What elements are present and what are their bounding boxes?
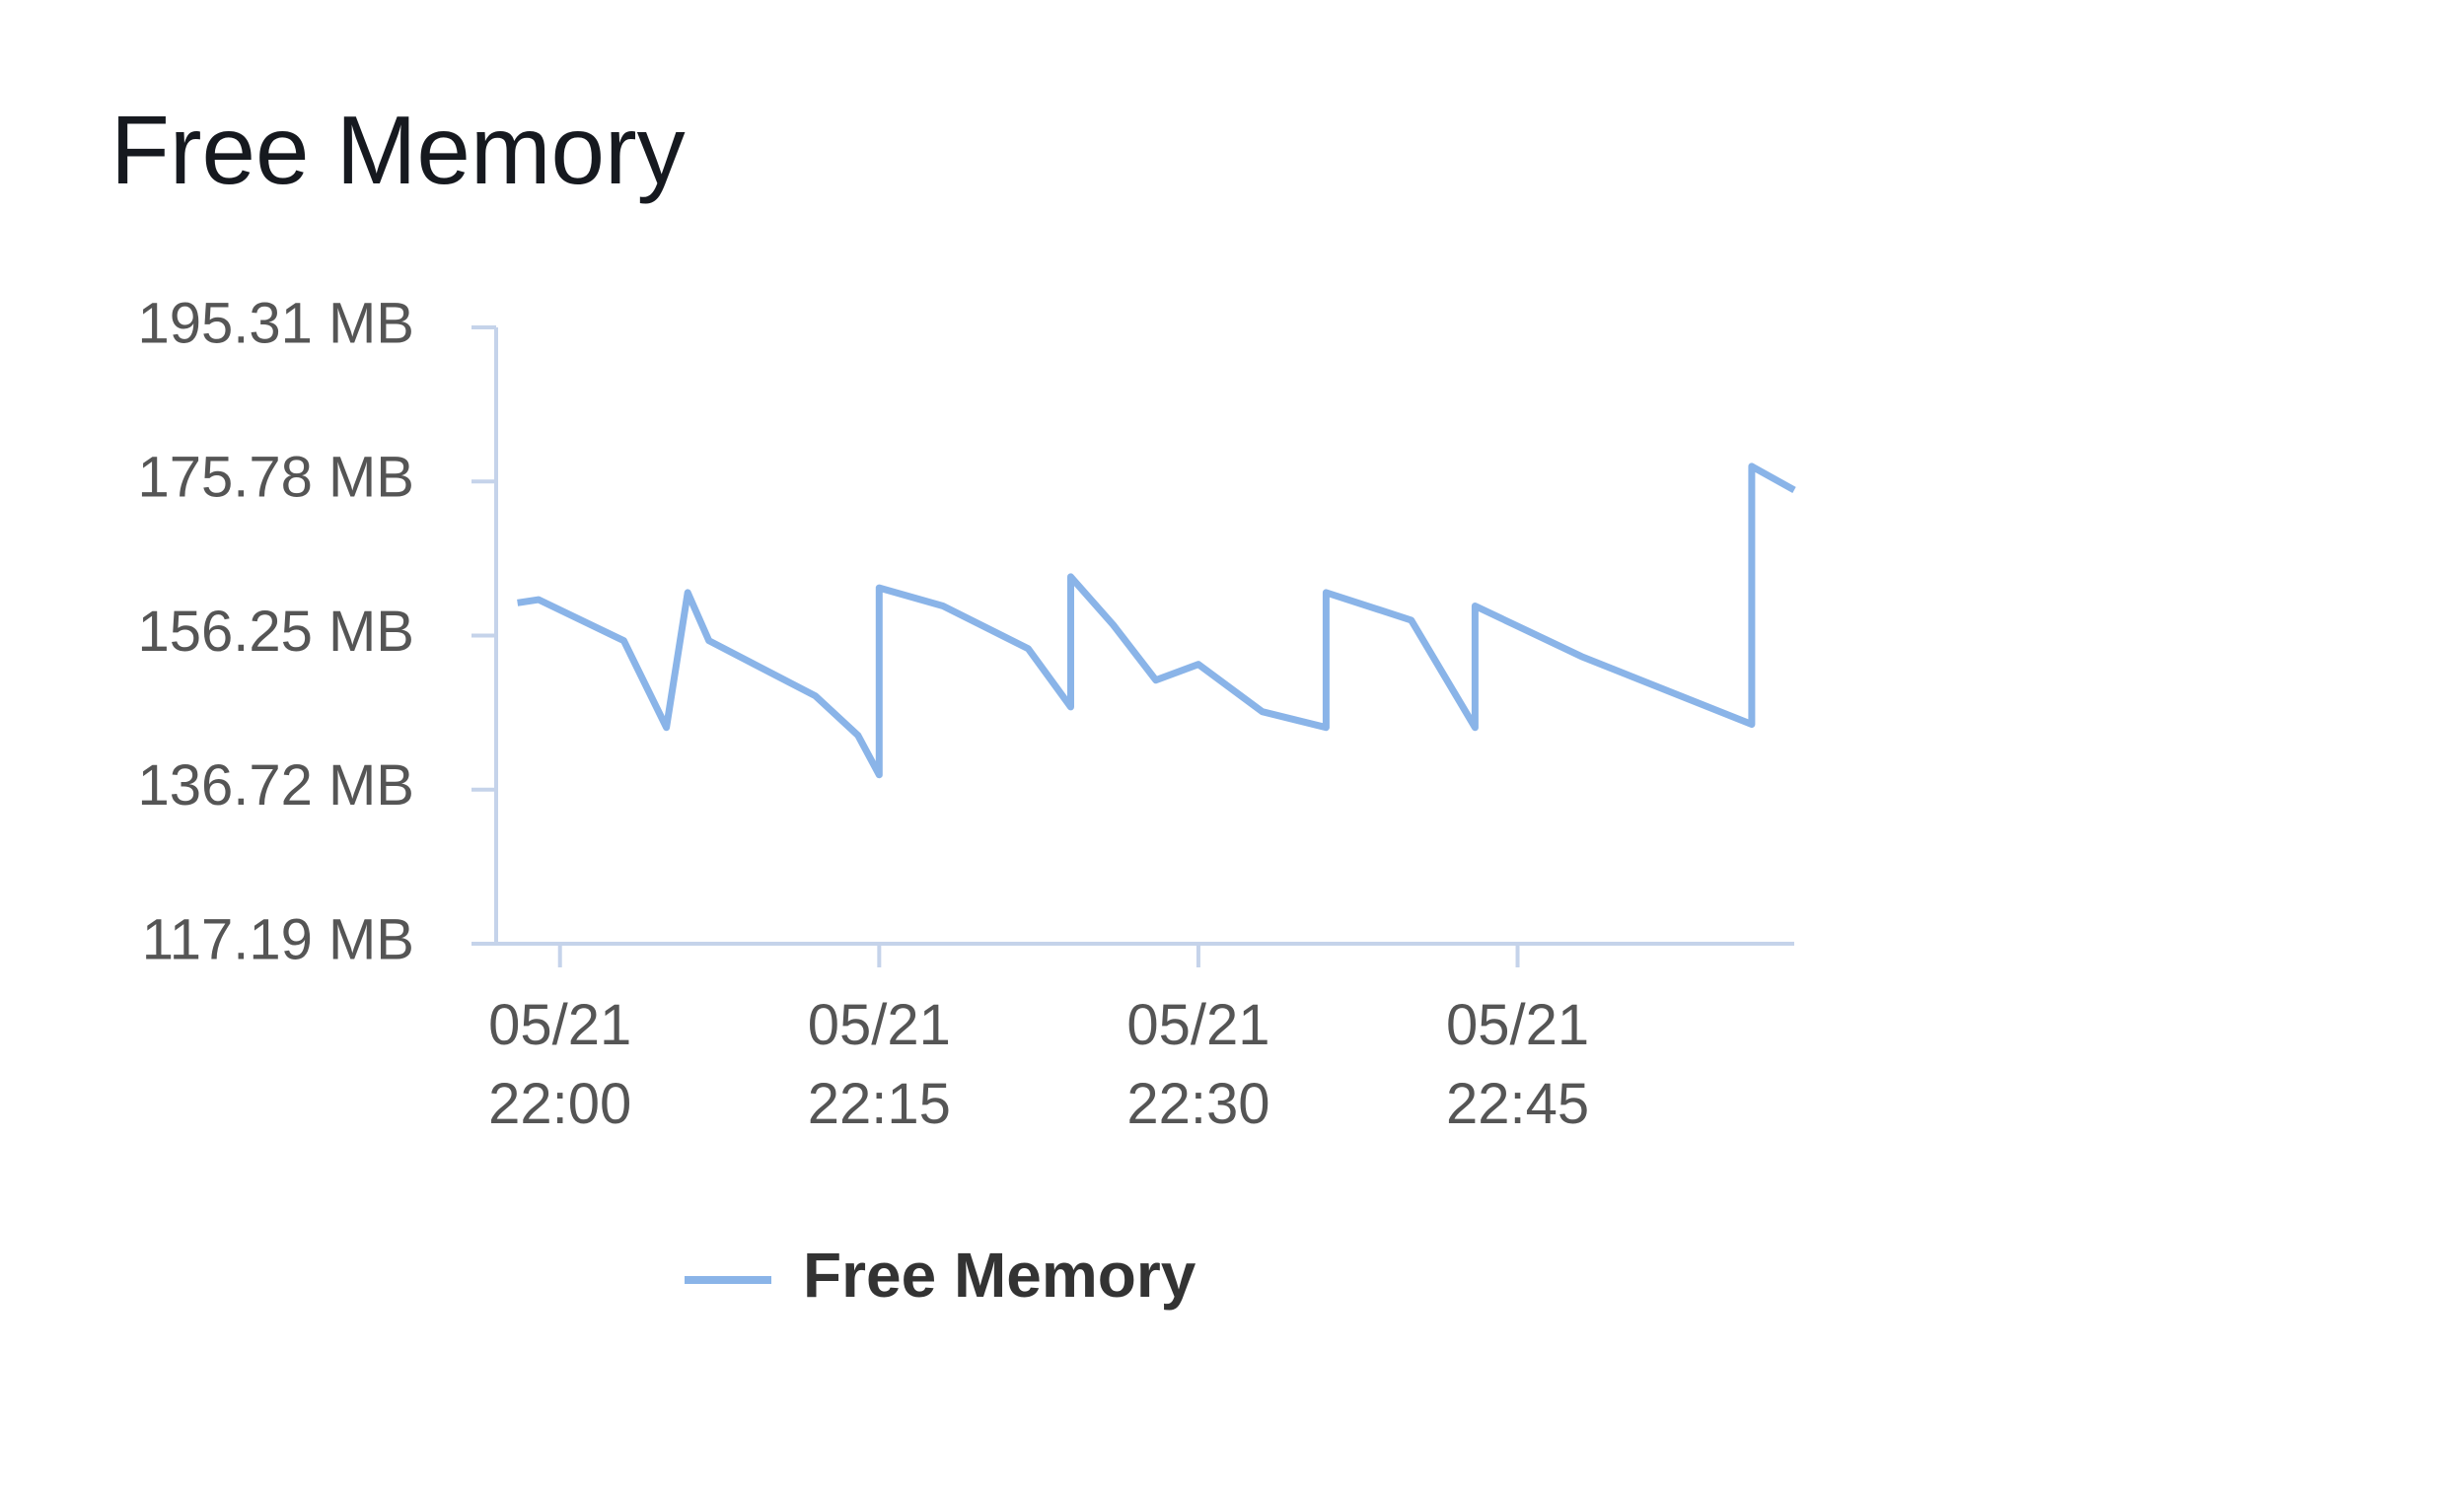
x-tick-label: 05/21 22:15 (807, 993, 951, 1136)
data-line (517, 462, 1796, 779)
y-tick-label: 136.72 MB (137, 753, 414, 818)
y-tick-label: 156.25 MB (137, 600, 414, 664)
y-tick-label: 195.31 MB (137, 291, 414, 355)
legend-label: Free Memory (803, 1240, 1196, 1311)
y-tick-label: 175.78 MB (137, 446, 414, 510)
x-tick-label: 05/21 22:45 (1445, 993, 1590, 1136)
chart-title: Free Memory (110, 96, 686, 204)
x-tick-label: 05/21 22:30 (1126, 993, 1270, 1136)
x-tick-label: 05/21 22:00 (488, 993, 632, 1136)
y-tick-label: 117.19 MB (142, 907, 414, 971)
